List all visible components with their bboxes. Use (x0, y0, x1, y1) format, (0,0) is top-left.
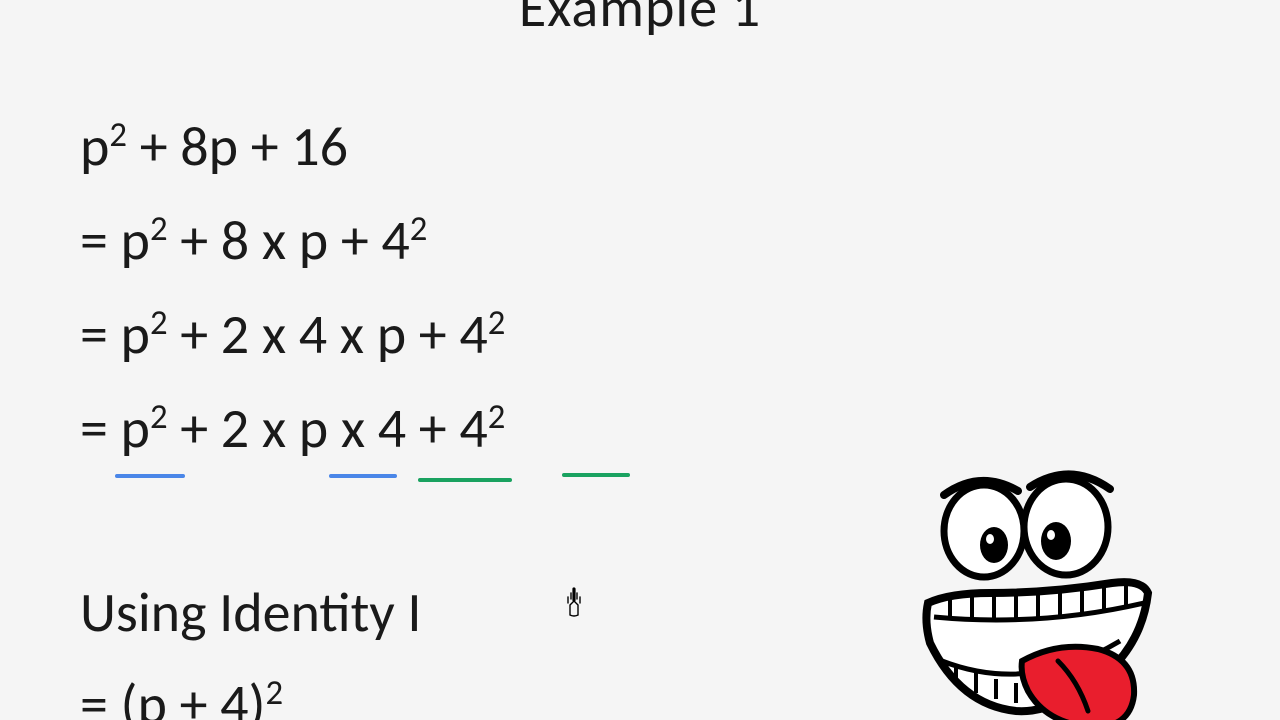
l2-exp1: 2 (150, 208, 168, 250)
result-line: = (p + 4)2 (80, 658, 283, 720)
slide: Example 1 p2 + 8p + 16 = p2 + 8 x p + 42… (0, 0, 1280, 720)
math-line-4: = p2 + 2 x p x 4 + 42 (80, 382, 505, 476)
l4-part-b: + 2 x p x 4 + 4 (168, 395, 488, 463)
l4-part-a: = p (80, 395, 150, 463)
math-body: p2 + 8p + 16 = p2 + 8 x p + 42 = p2 + 2 … (80, 100, 505, 476)
underline-mark (329, 474, 397, 478)
pointer-cursor-icon (564, 586, 590, 627)
l4-exp1: 2 (150, 396, 168, 438)
math-line-1: p2 + 8p + 16 (80, 100, 505, 194)
slide-title: Example 1 (0, 0, 1280, 42)
identity-label: Using Identity I (80, 566, 422, 660)
l2-exp2: 2 (410, 208, 428, 250)
l1-exp: 2 (109, 114, 127, 156)
underline-mark (418, 478, 512, 482)
l3-exp1: 2 (150, 302, 168, 344)
l2-part-b: + 8 x p + 4 (168, 207, 410, 275)
result-exp: 2 (266, 672, 284, 714)
l4-exp2: 2 (488, 396, 506, 438)
l1-part-a: p (80, 113, 109, 181)
result-part-a: = (p + 4) (80, 671, 266, 720)
l2-part-a: = p (80, 207, 150, 275)
identity-label-block: Using Identity I (80, 566, 422, 660)
math-line-2: = p2 + 8 x p + 42 (80, 194, 505, 288)
l3-exp2: 2 (488, 302, 506, 344)
smiley-face-icon (890, 465, 1170, 720)
underline-mark (562, 473, 630, 477)
l3-part-a: = p (80, 301, 150, 369)
l1-part-b: + 8p + 16 (127, 113, 348, 181)
math-line-3: = p2 + 2 x 4 x p + 42 (80, 288, 505, 382)
l3-part-b: + 2 x 4 x p + 4 (168, 301, 488, 369)
underline-mark (115, 474, 185, 478)
result-block: = (p + 4)2 (80, 658, 283, 720)
